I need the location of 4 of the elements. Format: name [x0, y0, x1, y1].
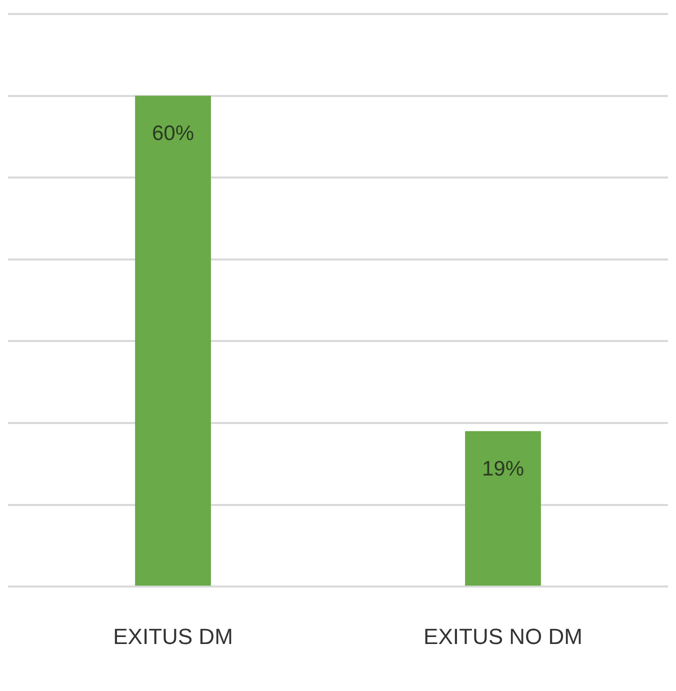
data-label: 19% [482, 457, 524, 480]
data-label: 60% [152, 122, 194, 146]
x-tick-label: EXITUS NO DM [424, 624, 582, 649]
x-tick-label: EXITUS DM [113, 624, 233, 649]
